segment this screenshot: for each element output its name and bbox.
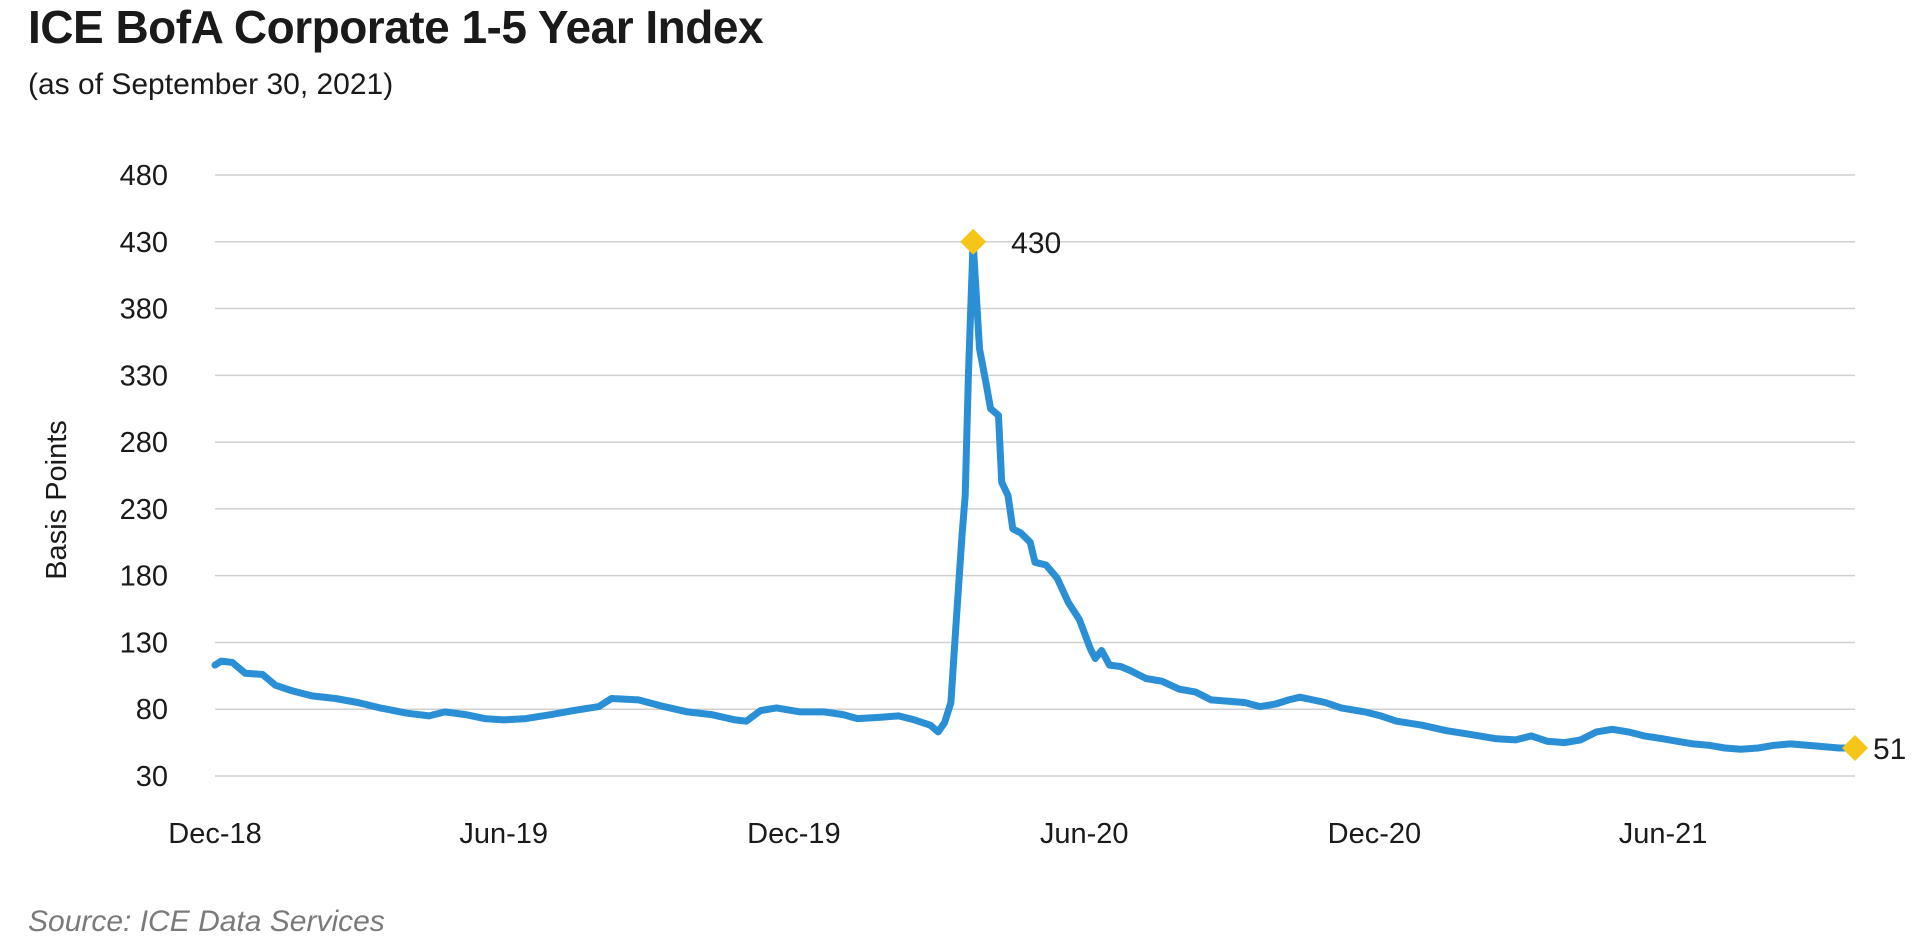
x-tick-label: Dec-18 bbox=[168, 818, 262, 850]
series-line bbox=[211, 238, 1859, 753]
peak-marker bbox=[1842, 734, 1868, 761]
gridlines bbox=[215, 174, 1855, 777]
x-tick-label: Jun-19 bbox=[459, 818, 548, 850]
source-note: Source: ICE Data Services bbox=[28, 905, 385, 938]
x-tick-label: Jun-20 bbox=[1040, 818, 1129, 850]
x-tick-label: Dec-20 bbox=[1328, 818, 1422, 850]
data-label: 51 bbox=[1873, 733, 1906, 766]
y-tick-label: 480 bbox=[120, 160, 168, 192]
peak-marker bbox=[960, 228, 987, 255]
chart-title: ICE BofA Corporate 1-5 Year Index bbox=[28, 1, 764, 53]
series bbox=[211, 238, 1859, 753]
y-tick-label: 280 bbox=[120, 427, 168, 459]
y-tick-label: 180 bbox=[120, 561, 168, 593]
y-tick-label: 380 bbox=[120, 294, 168, 326]
y-tick-label: 230 bbox=[120, 494, 168, 526]
y-axis-ticks: 480 430 380 330 280 230 180 130 80 30 bbox=[120, 160, 168, 793]
chart-subtitle: (as of September 30, 2021) bbox=[28, 68, 394, 101]
y-axis-label: Basis Points bbox=[41, 420, 73, 580]
annotations: 430 51 bbox=[960, 227, 1906, 766]
y-tick-label: 130 bbox=[120, 627, 168, 659]
y-tick-label: 430 bbox=[120, 227, 168, 259]
x-axis-ticks: Dec-18 Jun-19 Dec-19 Jun-20 Dec-20 Jun-21 bbox=[168, 818, 1707, 850]
x-tick-label: Jun-21 bbox=[1619, 818, 1708, 850]
y-tick-label: 30 bbox=[136, 761, 168, 793]
x-tick-label: Dec-19 bbox=[747, 818, 841, 850]
y-tick-label: 80 bbox=[136, 694, 168, 726]
data-label: 430 bbox=[1011, 227, 1061, 260]
y-tick-label: 330 bbox=[120, 360, 168, 392]
